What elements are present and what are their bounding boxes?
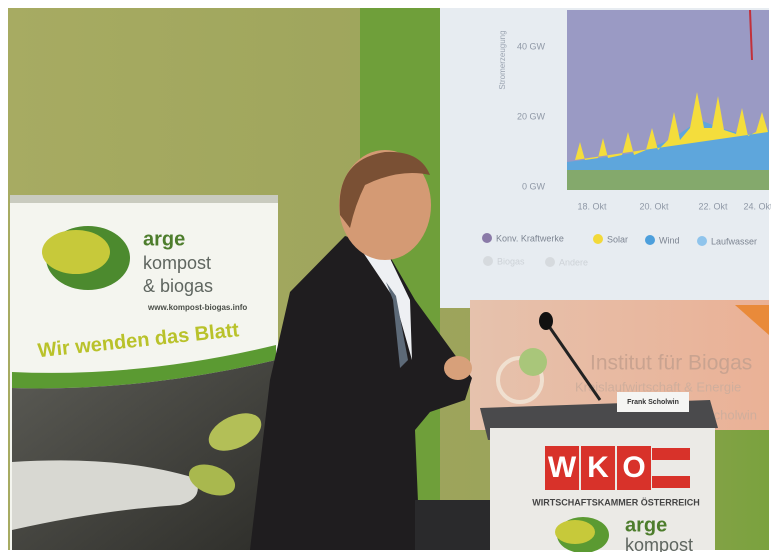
- slide-title: Institut für Biogas: [590, 352, 752, 375]
- legend-dot: [483, 256, 493, 266]
- banner-logo-leaf: [42, 230, 110, 274]
- banner-url: www.kompost-biogas.info: [147, 303, 247, 312]
- logo-letter: O: [622, 451, 645, 484]
- logo-stripe: [652, 476, 690, 488]
- logo-letter: K: [587, 451, 609, 484]
- legend-dot: [545, 257, 555, 267]
- y-tick-label: 20 GW: [517, 111, 546, 121]
- legend-dot: [593, 234, 603, 244]
- banner-top: [10, 195, 278, 203]
- legend-dot: [482, 233, 492, 243]
- logo-letter: W: [548, 451, 577, 484]
- podium-org: WIRTSCHAFTSKAMMER ÖSTERREICH: [532, 497, 700, 507]
- y-axis-label: Stromerzeugung: [498, 30, 507, 89]
- photo: Stromerzeugung 40 GW 20 GW 0 GW 18. Okt …: [0, 0, 771, 552]
- legend-dot: [645, 235, 655, 245]
- legend-label: Solar: [607, 234, 628, 244]
- logo-stripe: [652, 448, 690, 460]
- legend-label: Biogas: [497, 256, 525, 266]
- legend-label: Andere: [559, 257, 588, 267]
- plot-base: [567, 170, 769, 190]
- podium-logo-leaf: [555, 520, 595, 544]
- legend-label: Konv. Kraftwerke: [496, 233, 564, 243]
- legend-label: Laufwasser: [711, 236, 757, 246]
- banner-brand: kompost: [143, 253, 211, 273]
- x-tick-label: 20. Okt: [639, 201, 669, 211]
- banner-brand: & biogas: [143, 276, 213, 296]
- x-tick-label: 22. Okt: [698, 201, 728, 211]
- y-tick-label: 40 GW: [517, 41, 546, 51]
- x-tick-label: 24. Okt: [743, 201, 771, 211]
- legend-label: Wind: [659, 235, 680, 245]
- page: {"banner": {"brand": ["arge", "kompost",…: [0, 0, 771, 552]
- microphone-head: [539, 312, 553, 330]
- laptop-stand: [415, 500, 495, 550]
- name-card-text: Frank Scholwin: [627, 399, 679, 406]
- y-tick-label: 0 GW: [522, 181, 546, 191]
- podium-brand: kompost: [625, 535, 693, 552]
- slide-logo-leaf: [519, 348, 547, 376]
- legend-dot: [697, 236, 707, 246]
- podium-brand: arge: [625, 514, 667, 536]
- speaker-hand: [444, 356, 472, 380]
- banner-brand: arge: [143, 228, 185, 250]
- x-tick-label: 18. Okt: [577, 201, 607, 211]
